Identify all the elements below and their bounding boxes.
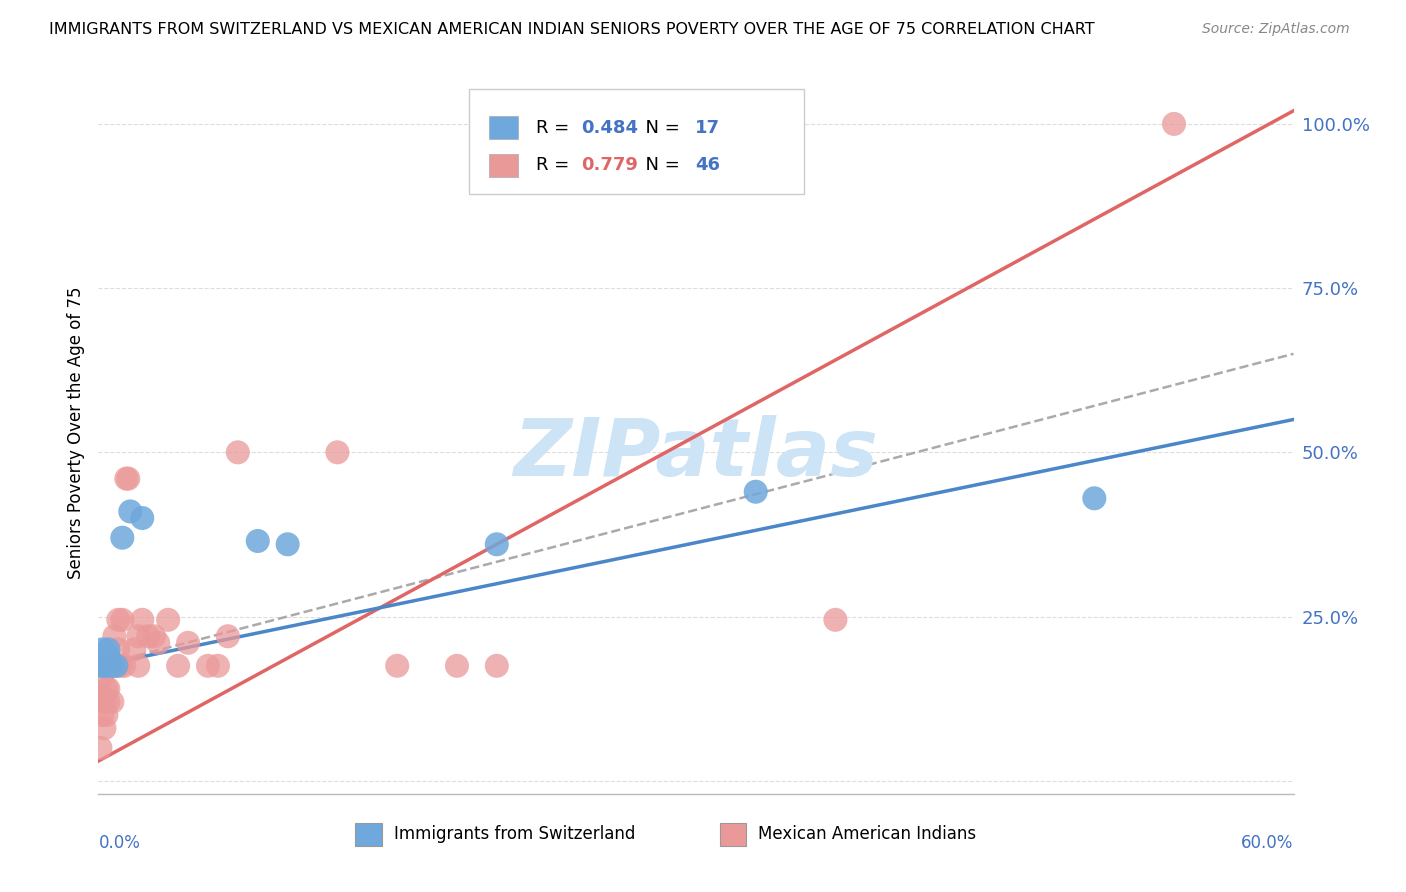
- Text: ZIPatlas: ZIPatlas: [513, 416, 879, 493]
- Point: [96, 658, 118, 673]
- Text: R =: R =: [536, 156, 575, 174]
- Point: [167, 658, 190, 673]
- Point: [89, 689, 111, 703]
- Point: [111, 531, 134, 545]
- Point: [105, 658, 128, 673]
- Point: [89, 740, 111, 755]
- Point: [97, 681, 120, 696]
- Point: [217, 629, 239, 643]
- Bar: [720, 822, 747, 846]
- Bar: [489, 153, 517, 177]
- Point: [89, 658, 111, 673]
- Point: [127, 658, 149, 673]
- Point: [177, 636, 200, 650]
- Point: [131, 613, 153, 627]
- Point: [115, 472, 138, 486]
- Text: 60.0%: 60.0%: [1241, 834, 1294, 852]
- Point: [246, 533, 269, 548]
- Point: [101, 658, 124, 673]
- Point: [93, 721, 115, 735]
- Point: [485, 537, 508, 551]
- Text: N =: N =: [634, 156, 685, 174]
- Point: [91, 689, 114, 703]
- Point: [127, 629, 149, 643]
- Point: [111, 613, 134, 627]
- Point: [98, 656, 122, 670]
- Point: [385, 658, 409, 673]
- Point: [93, 658, 115, 673]
- Text: 17: 17: [695, 119, 720, 136]
- Point: [97, 642, 120, 657]
- Point: [1163, 117, 1185, 131]
- Point: [97, 658, 120, 673]
- Text: 0.484: 0.484: [581, 119, 638, 136]
- Point: [96, 658, 118, 673]
- Point: [103, 629, 125, 643]
- Text: 0.779: 0.779: [581, 156, 638, 174]
- Text: Immigrants from Switzerland: Immigrants from Switzerland: [394, 825, 636, 843]
- Point: [107, 613, 129, 627]
- Point: [1083, 491, 1105, 506]
- Bar: [356, 822, 381, 846]
- Y-axis label: Seniors Poverty Over the Age of 75: Seniors Poverty Over the Age of 75: [66, 286, 84, 579]
- Point: [93, 658, 115, 673]
- Point: [745, 484, 768, 499]
- Point: [136, 629, 159, 643]
- Point: [98, 658, 122, 673]
- Point: [91, 708, 114, 723]
- Point: [91, 668, 114, 682]
- Point: [120, 504, 142, 518]
- Point: [148, 636, 170, 650]
- Text: IMMIGRANTS FROM SWITZERLAND VS MEXICAN AMERICAN INDIAN SENIORS POVERTY OVER THE : IMMIGRANTS FROM SWITZERLAND VS MEXICAN A…: [49, 22, 1095, 37]
- Point: [277, 537, 299, 551]
- Point: [446, 658, 468, 673]
- Point: [157, 613, 180, 627]
- Text: R =: R =: [536, 119, 575, 136]
- Point: [96, 681, 118, 696]
- Text: Mexican American Indians: Mexican American Indians: [758, 825, 976, 843]
- Point: [197, 658, 219, 673]
- Point: [96, 708, 118, 723]
- Point: [91, 642, 114, 657]
- Point: [110, 658, 132, 673]
- Point: [97, 695, 120, 709]
- Point: [117, 472, 139, 486]
- Text: N =: N =: [634, 119, 685, 136]
- Point: [97, 648, 120, 663]
- FancyBboxPatch shape: [470, 89, 804, 194]
- Point: [101, 695, 124, 709]
- Text: 46: 46: [695, 156, 720, 174]
- Bar: [489, 116, 517, 139]
- Point: [124, 642, 146, 657]
- Point: [93, 695, 115, 709]
- Point: [326, 445, 349, 459]
- Point: [112, 658, 135, 673]
- Point: [101, 658, 124, 673]
- Point: [485, 658, 508, 673]
- Text: 0.0%: 0.0%: [98, 834, 141, 852]
- Point: [143, 629, 166, 643]
- Point: [824, 613, 846, 627]
- Point: [107, 642, 129, 657]
- Point: [105, 658, 128, 673]
- Point: [226, 445, 249, 459]
- Point: [131, 511, 153, 525]
- Point: [207, 658, 229, 673]
- Text: Source: ZipAtlas.com: Source: ZipAtlas.com: [1202, 22, 1350, 37]
